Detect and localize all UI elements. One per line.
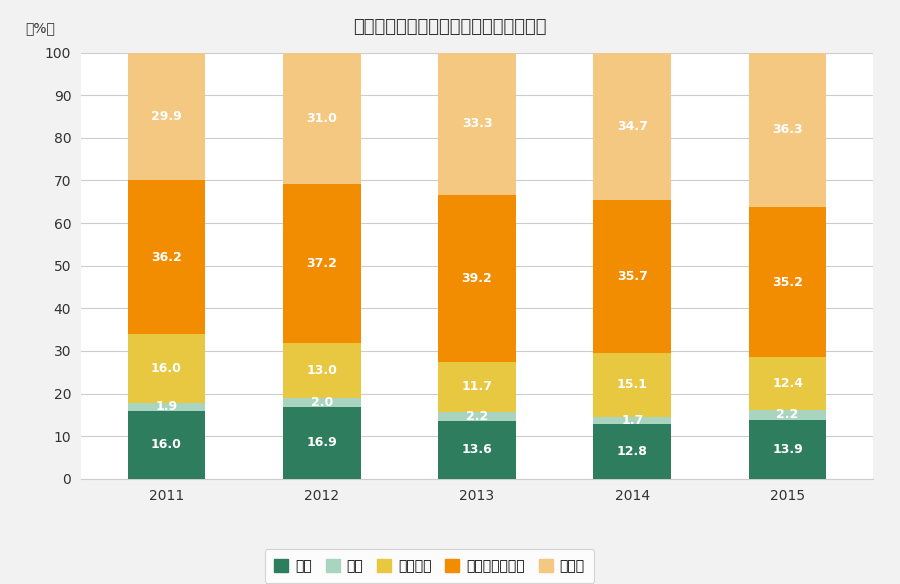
Bar <box>128 411 205 479</box>
Text: 36.2: 36.2 <box>151 251 182 264</box>
Bar <box>593 53 671 200</box>
Text: 16.9: 16.9 <box>306 436 338 449</box>
Bar <box>593 353 671 417</box>
Text: 35.2: 35.2 <box>772 276 803 289</box>
Bar <box>749 207 826 357</box>
Text: 2.2: 2.2 <box>777 408 798 422</box>
Bar <box>438 53 516 194</box>
Bar <box>283 52 361 185</box>
Legend: 土地, 家屋, 有価証券, 現金・預貯金等, その他: 土地, 家屋, 有価証券, 現金・預貯金等, その他 <box>265 550 594 583</box>
Text: 12.8: 12.8 <box>616 445 648 458</box>
Bar <box>749 53 826 207</box>
Text: 13.9: 13.9 <box>772 443 803 456</box>
Bar <box>283 407 361 479</box>
Bar <box>283 398 361 407</box>
Text: 11.7: 11.7 <box>462 380 492 393</box>
Text: 15.1: 15.1 <box>616 378 648 391</box>
Text: 13.0: 13.0 <box>306 364 338 377</box>
Text: 35.7: 35.7 <box>616 270 648 283</box>
Bar <box>128 53 205 180</box>
Bar <box>128 402 205 411</box>
Bar <box>438 412 516 421</box>
Text: 29.9: 29.9 <box>151 110 182 123</box>
Bar <box>438 361 516 412</box>
Bar <box>128 335 205 402</box>
Text: 12.4: 12.4 <box>772 377 803 390</box>
Bar <box>438 421 516 479</box>
Text: 申告漏れ相続財産の金額の構成比の推移: 申告漏れ相続財産の金額の構成比の推移 <box>353 18 547 36</box>
Text: （%）: （%） <box>25 22 56 36</box>
Bar <box>283 185 361 343</box>
Text: 16.0: 16.0 <box>151 438 182 451</box>
Bar <box>283 343 361 398</box>
Text: 16.0: 16.0 <box>151 362 182 375</box>
Text: 37.2: 37.2 <box>306 257 338 270</box>
Text: 2.2: 2.2 <box>466 410 488 423</box>
Text: 2.0: 2.0 <box>310 396 333 409</box>
Bar <box>749 420 826 479</box>
Bar <box>749 357 826 410</box>
Text: 1.7: 1.7 <box>621 414 644 427</box>
Text: 1.9: 1.9 <box>156 400 177 413</box>
Bar <box>593 200 671 353</box>
Text: 33.3: 33.3 <box>462 117 492 130</box>
Text: 13.6: 13.6 <box>462 443 492 456</box>
Bar <box>749 410 826 420</box>
Text: 31.0: 31.0 <box>306 112 338 125</box>
Bar <box>593 425 671 479</box>
Bar <box>593 417 671 425</box>
Bar <box>128 180 205 335</box>
Text: 36.3: 36.3 <box>772 123 803 137</box>
Bar <box>438 194 516 361</box>
Text: 34.7: 34.7 <box>616 120 648 133</box>
Text: 39.2: 39.2 <box>462 272 492 284</box>
